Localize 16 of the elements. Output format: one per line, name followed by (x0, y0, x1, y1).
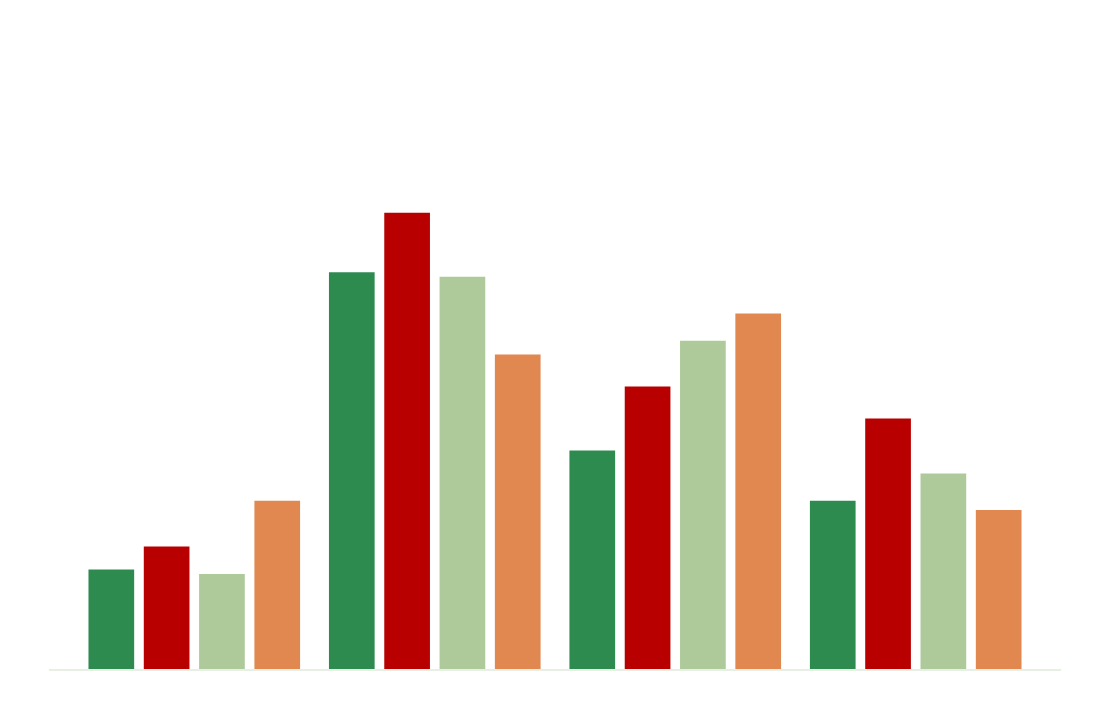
bar (680, 340, 726, 670)
bar (439, 276, 486, 670)
bar (569, 450, 616, 670)
bar (254, 500, 301, 670)
bar (328, 272, 375, 670)
bar (199, 574, 245, 670)
bar (143, 546, 190, 670)
bar (735, 313, 782, 670)
bar (975, 510, 1022, 670)
bar (920, 473, 967, 670)
bar (865, 418, 911, 670)
bar (809, 500, 856, 670)
bar (88, 569, 135, 670)
bar (624, 386, 671, 670)
bar (384, 212, 430, 670)
bar (494, 354, 541, 670)
